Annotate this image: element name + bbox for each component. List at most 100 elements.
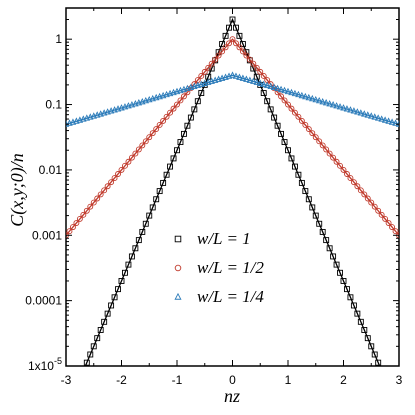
series-1-point — [191, 106, 198, 113]
series-2-point — [257, 68, 264, 75]
series-1-point — [354, 310, 361, 317]
series-1-point — [357, 318, 364, 325]
series-1-point — [125, 261, 132, 268]
series-1-point — [281, 139, 288, 146]
series-2-point — [226, 40, 232, 47]
series-2-point — [288, 105, 295, 112]
series-3-point — [329, 101, 337, 108]
series-2-point — [340, 166, 347, 173]
x-tick-label: -1 — [172, 373, 183, 387]
series-3-point — [229, 71, 236, 78]
y-tick-label: 0.1 — [45, 98, 62, 112]
series-3-point — [374, 114, 382, 121]
series-2-point — [111, 175, 118, 182]
series-1-point — [347, 294, 354, 301]
series-2-point — [215, 52, 222, 59]
series-3-point — [309, 94, 316, 102]
y-axis-title: C(x,y;0)/n — [7, 153, 28, 226]
series-1-point — [104, 310, 111, 317]
series-2-point — [87, 203, 94, 210]
series-1-point — [285, 147, 291, 154]
series-3-point — [267, 82, 274, 90]
series-2-point — [344, 171, 350, 177]
series-2-point — [309, 130, 316, 137]
series-3-point — [364, 111, 372, 118]
series-1-point — [194, 98, 201, 105]
series-2-line — [66, 38, 399, 236]
series-2-point — [274, 89, 281, 96]
series-2-point — [125, 158, 132, 165]
series-1-point — [64, 409, 69, 414]
series-1-point — [115, 286, 121, 293]
series-1-point — [274, 122, 281, 129]
series-1-point — [149, 204, 156, 211]
y-tick-label: 0.01 — [39, 163, 63, 177]
series-2-point — [101, 187, 108, 194]
series-1-point — [184, 122, 191, 129]
x-axis: -3 -2 -1 0 1 2 3 — [61, 8, 403, 387]
series-1-point — [393, 401, 398, 406]
series-2-point — [83, 207, 90, 214]
series-3-line — [66, 74, 399, 125]
series-2-point — [378, 211, 385, 218]
series-3-point — [333, 102, 340, 109]
series-3-point — [319, 97, 326, 105]
x-tick-label: 0 — [229, 373, 236, 387]
series-2-point — [260, 73, 267, 79]
series-1-point — [160, 179, 167, 186]
series-1-point — [330, 253, 337, 260]
series-3-point — [302, 92, 309, 100]
series-3-point — [305, 93, 313, 101]
series-1-point — [371, 351, 378, 358]
series-1-point — [291, 163, 298, 170]
series-2-point — [246, 56, 253, 63]
series-1-point — [67, 401, 72, 406]
series-2-point — [285, 101, 291, 108]
series-1-point — [132, 245, 139, 252]
series-3-point — [257, 79, 264, 86]
series-1-point — [340, 278, 347, 284]
series-1-point — [319, 228, 326, 235]
series-group — [64, 16, 399, 414]
series-1-point — [163, 171, 170, 178]
series-2-point — [385, 220, 392, 226]
series-2-point — [305, 126, 312, 133]
series-1-point — [142, 220, 149, 227]
legend-marker-1 — [174, 235, 182, 243]
series-3-point — [388, 118, 396, 125]
plot-area — [64, 7, 400, 414]
x-tick-label: 3 — [396, 373, 403, 387]
x-tick-label: -3 — [61, 373, 72, 387]
series-3-point — [281, 86, 288, 94]
series-2-point — [163, 113, 170, 120]
series-2-point — [156, 122, 163, 128]
series-2-point — [198, 73, 205, 79]
y-tick-label: 0.001 — [32, 228, 62, 242]
series-1-point — [87, 351, 94, 358]
series-2-point — [167, 109, 174, 116]
series-1-point — [83, 359, 90, 366]
series-2-point — [278, 93, 285, 100]
y-axis: 1 0.1 0.01 0.001 0.0001 1x10-5 — [25, 7, 399, 373]
series-2-point — [153, 126, 160, 133]
series-2-point — [170, 105, 177, 112]
series-2-point — [364, 195, 371, 202]
series-1-point — [174, 147, 180, 154]
series-1-point — [350, 302, 357, 309]
series-1-point — [101, 318, 108, 325]
series-2-point — [354, 183, 361, 190]
series-1-point — [177, 139, 184, 146]
y-tick-label: 0.0001 — [25, 294, 62, 308]
series-1-point — [298, 179, 305, 186]
series-1-point — [333, 261, 340, 268]
series-2-point — [368, 199, 375, 206]
series-3-point — [253, 78, 261, 85]
series-1-point — [108, 302, 115, 309]
series-1-point — [383, 377, 388, 382]
series-2-point — [316, 138, 323, 145]
series-2-point — [243, 52, 250, 59]
series-2-point — [94, 195, 101, 202]
y-tick-exponent: -5 — [54, 356, 62, 366]
series-1-point — [167, 163, 174, 170]
series-2-point — [177, 97, 184, 104]
